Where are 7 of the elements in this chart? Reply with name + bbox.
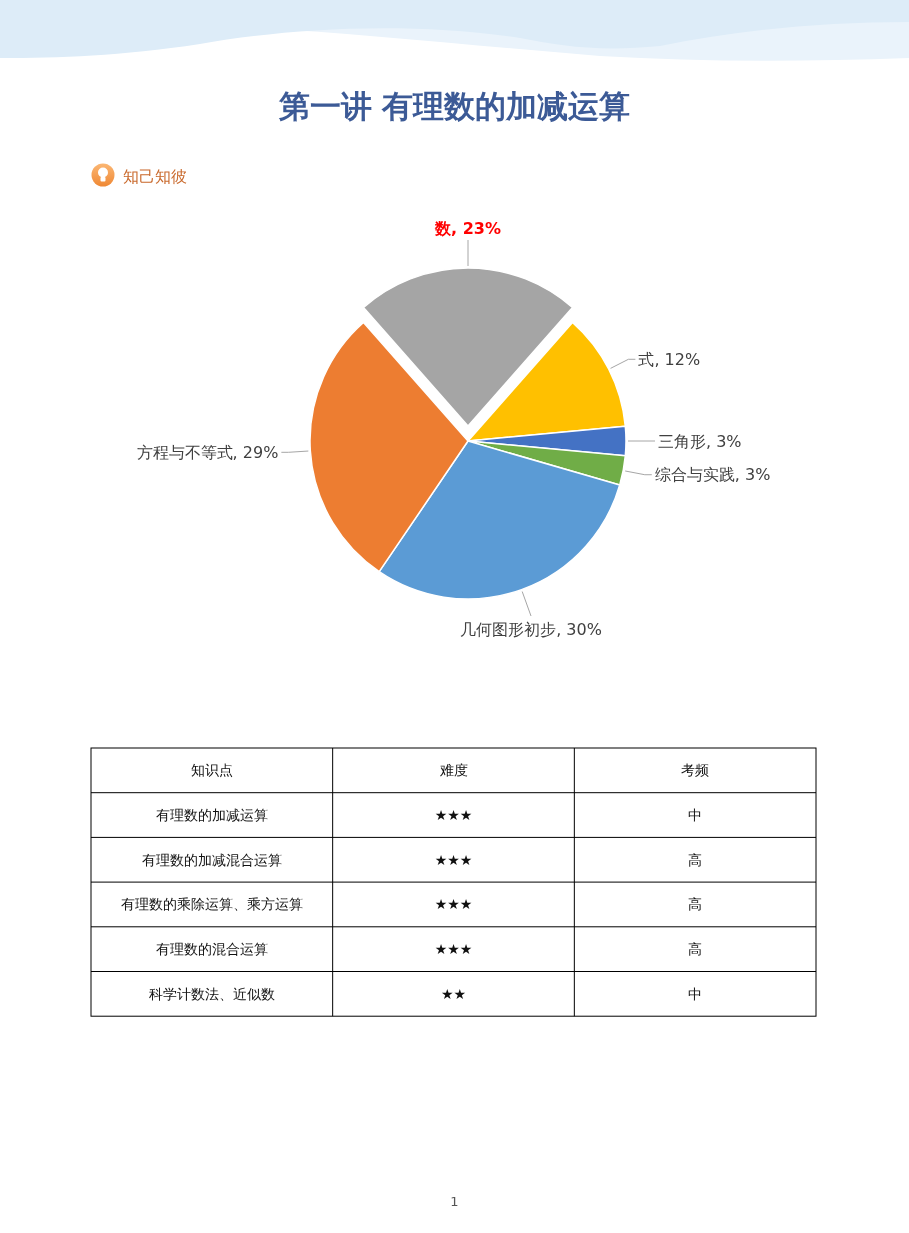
chart-subtitle: 知己知彼 bbox=[123, 166, 187, 186]
text: 1 bbox=[450, 1194, 459, 1209]
table: 知识点 难度 考频 有理数的加减运算 ★★★ 中 有理数的加减混合运算 ★★★ 高 有理数的乘除运算、乘方运算 ★★★ 高 有理数的混合运算 ★★★ 高 科学计数法、近似数 ★★ 中 bbox=[90, 747, 817, 1017]
category-label: 知识点 bbox=[190, 762, 233, 779]
chart-title: 第一讲 有理数的加减运算 bbox=[277, 88, 631, 124]
category-label: 难度 bbox=[438, 762, 468, 779]
category-label: 考频 bbox=[681, 762, 710, 779]
